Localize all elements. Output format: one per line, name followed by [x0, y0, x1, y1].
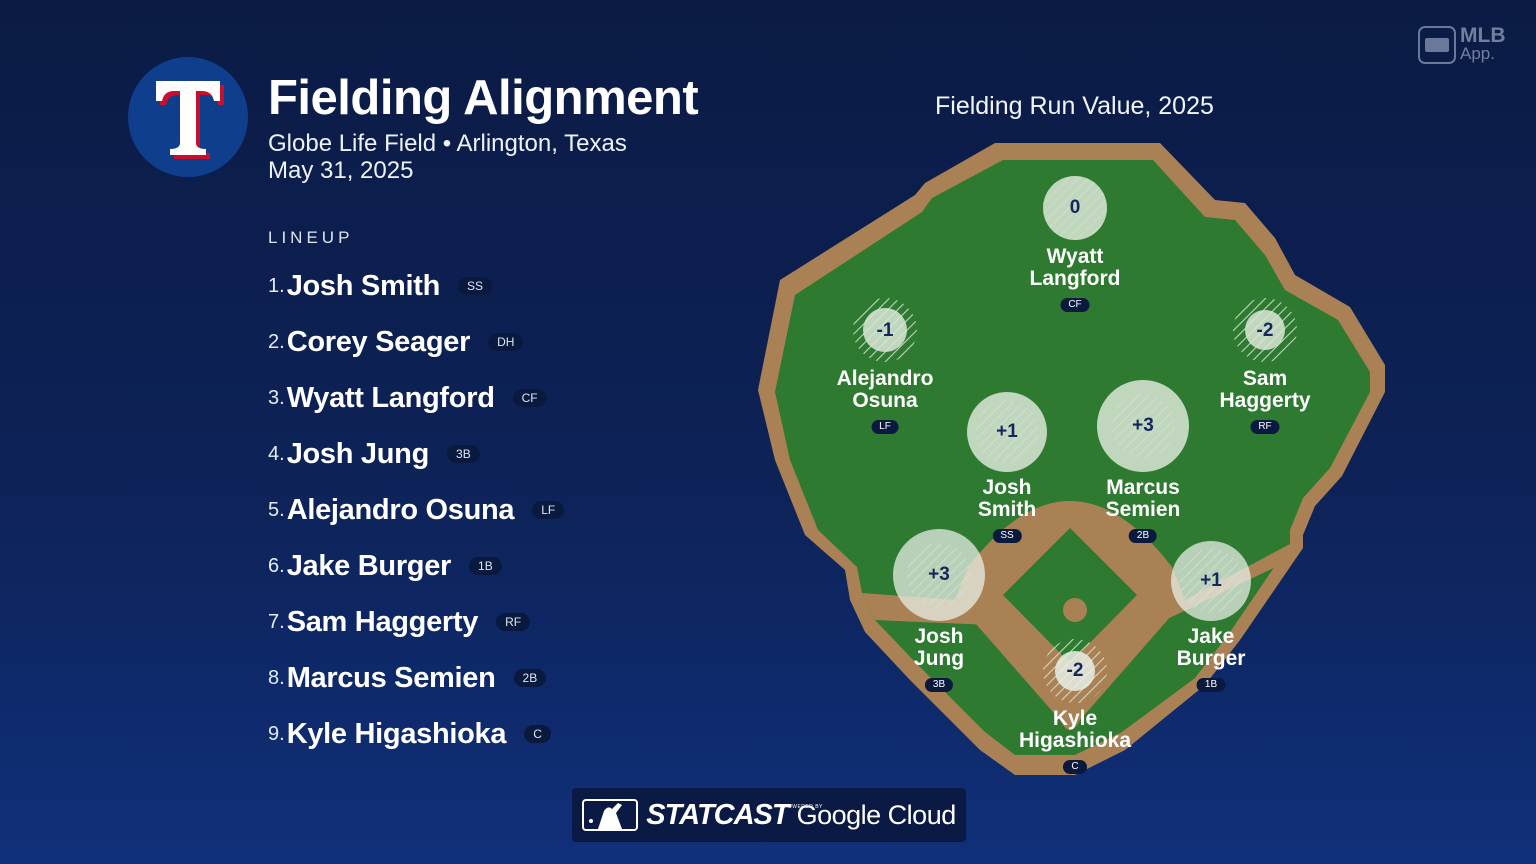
- lineup-heading: LINEUP: [268, 228, 354, 247]
- mlb-app-line1: MLB: [1460, 24, 1506, 47]
- player-name: Sam Haggerty: [286, 605, 479, 638]
- position-badge: SS: [458, 277, 493, 295]
- fielder-label-lf: Alejandro Osuna LF: [836, 367, 934, 434]
- fielder-label-rf: Sam Haggerty RF: [1219, 367, 1311, 434]
- fielder-last-name: Higashioka: [1018, 729, 1132, 752]
- fielder-first-name: Josh: [914, 625, 964, 648]
- player-name: Marcus Semien: [286, 661, 496, 694]
- infield-grass: [1003, 528, 1137, 660]
- fielder-last-name: Langford: [1029, 267, 1121, 290]
- batting-order: 5.: [268, 498, 285, 521]
- lineup-row: 6. Jake Burger 1B: [268, 538, 564, 594]
- batting-order: 9.: [268, 722, 285, 745]
- google-cloud-wordmark: Google Cloud: [796, 799, 957, 830]
- field-title: Fielding Run Value, 2025: [935, 92, 1214, 120]
- batting-order: 8.: [268, 666, 285, 689]
- batting-order: 3.: [268, 386, 285, 409]
- frv-value-rf: -2: [1256, 320, 1274, 341]
- fielder-label-c: Kyle Higashioka C: [1019, 708, 1131, 774]
- player-name: Josh Jung: [286, 437, 430, 470]
- position-badge: DH: [488, 333, 524, 351]
- fielder-first-name: Marcus: [1106, 476, 1180, 499]
- lineup-row: 1. Josh Smith SS: [268, 258, 564, 314]
- team-logo: [128, 57, 248, 177]
- fielder-last-name: Smith: [977, 498, 1037, 521]
- statcast-wordmark: STATCAST: [646, 798, 789, 831]
- venue-label: Globe Life Field • Arlington, Texas: [268, 130, 627, 157]
- position-badge: LF: [871, 420, 899, 434]
- player-name: Kyle Higashioka: [286, 717, 507, 750]
- position-badge: RF: [1250, 420, 1280, 434]
- player-name: Jake Burger: [286, 549, 452, 582]
- position-badge: CF: [512, 389, 547, 407]
- position-badge: 2B: [1128, 529, 1158, 543]
- lineup-list: 1. Josh Smith SS 2. Corey Seager DH 3. Wyatt …: [268, 258, 565, 762]
- batting-order: 4.: [268, 442, 285, 465]
- player-name: Josh Smith: [286, 269, 441, 302]
- position-badge: C: [1063, 760, 1087, 774]
- position-badge: CF: [1060, 298, 1090, 312]
- lineup-row: 8. Marcus Semien 2B: [268, 650, 564, 706]
- position-badge: 3B: [447, 445, 480, 463]
- rangers-t-icon: [156, 81, 224, 159]
- position-badge: 3B: [924, 678, 954, 692]
- lineup-row: 3. Wyatt Langford CF: [268, 370, 564, 426]
- position-badge: 2B: [513, 669, 547, 687]
- player-name: Alejandro Osuna: [286, 493, 515, 526]
- mlb-app-line2: App.: [1460, 44, 1495, 63]
- batting-order: 7.: [268, 610, 285, 633]
- mlb-app-badge: MLB App.: [1418, 24, 1518, 68]
- baseball-field: 0 -1 -2 +1 +3 +3 +1 -2 Wyatt Langford CF…: [750, 130, 1390, 780]
- mlb-logo-icon: [582, 799, 639, 831]
- frv-value-ss: +1: [996, 421, 1018, 442]
- fielder-first-name: Wyatt: [1046, 245, 1104, 268]
- mlb-logo-icon: [1418, 26, 1456, 64]
- fielder-first-name: Josh: [982, 476, 1032, 499]
- lineup-row: 5. Alejandro Osuna LF: [268, 482, 565, 538]
- position-badge: RF: [496, 613, 531, 631]
- game-date: May 31, 2025: [268, 157, 414, 184]
- fielder-label-1b: Jake Burger 1B: [1176, 625, 1246, 692]
- statcast-google-cloud-badge: STATCAST POWERED BY Google Cloud: [572, 788, 966, 842]
- lineup-row: 7. Sam Haggerty RF: [268, 594, 564, 650]
- fielder-first-name: Alejandro: [836, 367, 934, 390]
- fielder-last-name: Osuna: [852, 389, 918, 412]
- frv-value-lf: -1: [876, 320, 894, 341]
- powered-by-label: POWERED BY: [784, 804, 823, 810]
- fielder-label-3b: Josh Jung 3B: [914, 626, 964, 692]
- position-badge: 1B: [1196, 678, 1226, 692]
- fielder-label-ss: Josh Smith SS: [978, 477, 1036, 543]
- position-badge: C: [524, 725, 551, 743]
- position-badge: 1B: [469, 557, 502, 575]
- page-title: Fielding Alignment: [268, 71, 699, 125]
- fielder-first-name: Sam: [1242, 367, 1288, 390]
- lineup-row: 4. Josh Jung 3B: [268, 426, 564, 482]
- lineup-row: 2. Corey Seager DH: [268, 314, 564, 370]
- frv-value-c: -2: [1066, 660, 1084, 681]
- frv-value-3b: +3: [928, 564, 950, 585]
- fielder-last-name: Jung: [913, 647, 965, 670]
- fielder-first-name: Jake: [1187, 625, 1235, 648]
- lineup-row: 9. Kyle Higashioka C: [268, 706, 564, 762]
- pitchers-mound: [1063, 598, 1087, 622]
- frv-value-1b: +1: [1200, 570, 1222, 591]
- fielder-last-name: Semien: [1105, 498, 1181, 521]
- fielder-last-name: Burger: [1176, 647, 1246, 670]
- frv-value-2b: +3: [1132, 415, 1154, 436]
- fielder-last-name: Haggerty: [1219, 389, 1311, 412]
- position-badge: LF: [532, 501, 565, 519]
- fielder-label-cf: Wyatt Langford CF: [1029, 245, 1121, 312]
- batting-order: 6.: [268, 554, 285, 577]
- fielder-first-name: Kyle: [1052, 707, 1098, 730]
- player-name: Wyatt Langford: [286, 381, 495, 414]
- player-name: Corey Seager: [286, 325, 471, 358]
- fielder-label-2b: Marcus Semien 2B: [1105, 476, 1181, 543]
- batting-order: 2.: [268, 330, 285, 353]
- batting-order: 1.: [268, 274, 285, 297]
- frv-value-cf: 0: [1069, 197, 1081, 218]
- position-badge: SS: [992, 529, 1022, 543]
